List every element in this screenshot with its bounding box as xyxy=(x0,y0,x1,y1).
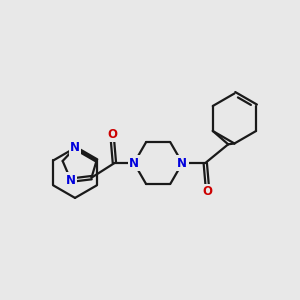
Text: N: N xyxy=(177,157,187,169)
Text: N: N xyxy=(129,157,139,169)
Text: N: N xyxy=(66,174,76,187)
Text: O: O xyxy=(107,128,117,141)
Text: N: N xyxy=(70,141,80,154)
Text: O: O xyxy=(202,185,212,198)
